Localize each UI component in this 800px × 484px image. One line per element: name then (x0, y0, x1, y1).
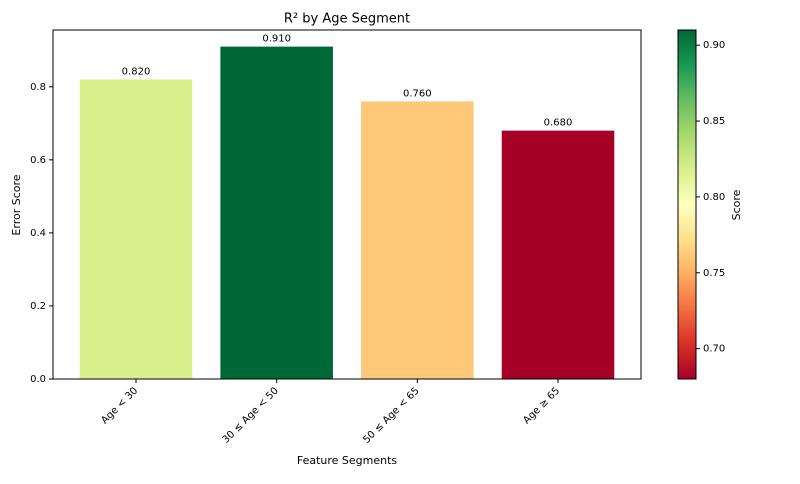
bar (79, 79, 193, 380)
y-tick-label: 0.4 (30, 228, 46, 239)
colorbar-tick-label: 0.85 (703, 116, 725, 127)
y-tick-label: 0.0 (30, 374, 46, 385)
y-tick-label: 0.6 (30, 155, 46, 166)
bar (220, 46, 333, 379)
value-label: 0.760 (403, 88, 432, 99)
colorbar (677, 29, 697, 380)
x-tick-label: Age < 30 (99, 385, 140, 426)
plot-frame (52, 29, 642, 380)
x-tick-label: 30 ≤ Age < 50 (221, 385, 281, 445)
value-label: 0.820 (122, 66, 151, 77)
colorbar-label: Score (730, 189, 743, 220)
value-label: 0.910 (262, 34, 291, 45)
colorbar-tick-label: 0.90 (703, 40, 725, 51)
bar (361, 101, 474, 380)
y-tick-label: 0.2 (30, 301, 46, 312)
colorbar-tick-label: 0.80 (703, 192, 725, 203)
bar (501, 130, 615, 379)
colorbar-tick-label: 0.75 (703, 268, 725, 279)
value-label: 0.680 (544, 118, 573, 129)
chart-title: R² by Age Segment (284, 12, 410, 27)
x-tick-label: Age ≥ 65 (521, 385, 562, 426)
colorbar-tick-label: 0.70 (703, 344, 725, 355)
x-tick-label: 50 ≤ Age < 65 (361, 385, 421, 445)
y-tick-label: 0.8 (30, 82, 46, 93)
y-axis-label: Error Score (10, 174, 23, 235)
x-axis-label: Feature Segments (297, 454, 398, 467)
